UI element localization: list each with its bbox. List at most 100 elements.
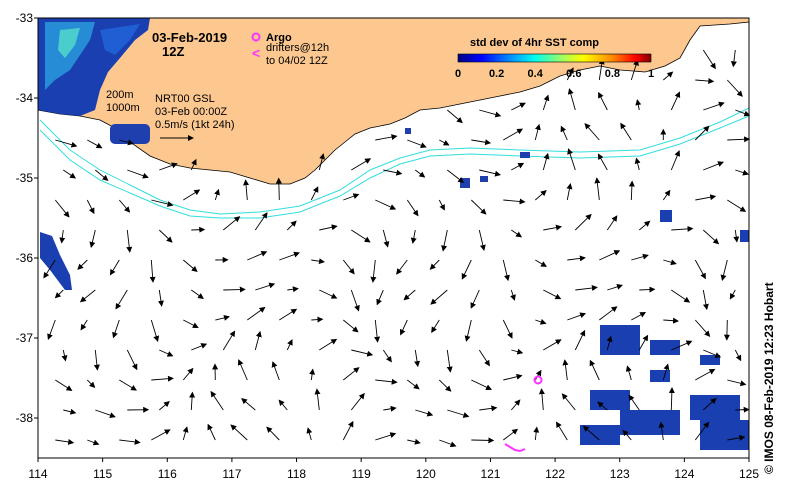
current-arrow — [471, 379, 493, 390]
current-arrow — [151, 375, 174, 382]
current-arrow — [470, 289, 480, 309]
current-arrow — [396, 259, 408, 275]
current-arrow — [625, 365, 632, 381]
current-arrow — [634, 157, 641, 171]
current-arrow — [478, 349, 490, 367]
current-arrow — [567, 312, 587, 321]
current-arrow — [87, 439, 100, 446]
current-arrow — [620, 122, 632, 141]
current-arrow — [535, 318, 547, 325]
current-arrow — [342, 420, 354, 441]
current-arrow — [183, 319, 199, 328]
y-tick-label: -34 — [16, 91, 34, 105]
current-arrow — [287, 286, 299, 293]
current-arrow — [319, 289, 338, 299]
current-arrow — [109, 259, 120, 276]
y-tick-label: -38 — [16, 411, 34, 425]
current-arrow — [311, 258, 325, 265]
y-tick-label: -37 — [16, 331, 34, 345]
current-arrow — [375, 199, 397, 210]
sst-patch-west — [40, 232, 72, 290]
current-arrow — [567, 148, 576, 171]
current-arrow — [561, 393, 576, 411]
current-arrow — [383, 405, 397, 412]
bathymetry-contours — [39, 107, 750, 219]
current-arrow — [599, 250, 621, 261]
current-arrow — [735, 169, 749, 176]
current-arrow — [191, 226, 206, 233]
current-arrow — [286, 339, 293, 351]
current-arrow — [191, 343, 208, 351]
current-arrow — [589, 359, 600, 381]
current-arrow — [598, 91, 608, 111]
current-arrow — [567, 255, 586, 262]
current-arrow — [314, 388, 321, 411]
current-arrow — [695, 194, 717, 201]
current-arrow — [159, 401, 170, 411]
current-arrow — [597, 401, 608, 411]
current-ref-line2: 03-Feb 00:00Z — [155, 106, 227, 118]
current-arrow — [86, 199, 95, 215]
current-arrow — [414, 349, 420, 368]
current-arrow — [63, 408, 77, 415]
current-arrow — [241, 398, 256, 411]
current-arrow — [639, 286, 656, 293]
current-arrow — [438, 379, 452, 392]
current-arrow — [542, 94, 550, 111]
current-arrow — [638, 334, 649, 351]
current-arrow — [183, 189, 201, 201]
current-arrow — [542, 152, 550, 171]
current-arrow — [243, 179, 250, 201]
current-arrow — [702, 397, 717, 411]
colorbar-tick-label: 0 — [455, 68, 461, 80]
x-tick-label: 124 — [674, 467, 694, 481]
current-arrow — [663, 317, 679, 324]
current-arrow — [562, 359, 569, 381]
current-arrow — [720, 259, 728, 281]
current-arrow — [538, 388, 545, 411]
current-arrow — [534, 369, 542, 381]
current-arrow — [255, 282, 276, 291]
current-arrow — [207, 423, 216, 441]
current-arrow — [350, 392, 365, 411]
argo-float-marker[interactable] — [533, 375, 543, 385]
current-arrow — [567, 88, 576, 111]
current-arrow — [55, 379, 73, 391]
current-arrow — [543, 289, 562, 300]
current-arrow — [606, 215, 618, 231]
current-arrow — [61, 349, 68, 362]
drifter-track[interactable] — [504, 443, 526, 453]
current-arrow — [55, 139, 78, 148]
current-arrow — [95, 409, 116, 418]
current-arrow — [607, 283, 623, 291]
current-arrow — [630, 59, 639, 81]
current-arrow — [574, 329, 586, 351]
current-arrow — [278, 399, 288, 411]
current-arrow — [247, 251, 268, 261]
current-arrow — [318, 153, 325, 171]
current-arrow — [222, 330, 236, 351]
current-arrow — [479, 405, 498, 412]
current-arrow — [149, 259, 156, 283]
y-tick-label: -33 — [16, 11, 34, 25]
current-arrow — [127, 169, 149, 179]
current-arrow — [223, 286, 246, 293]
current-arrow — [306, 427, 313, 441]
current-arrow — [375, 378, 398, 385]
current-arrow — [584, 123, 600, 141]
current-arrow — [183, 259, 198, 273]
map-date: 03-Feb-2019 — [152, 30, 227, 45]
current-arrow — [446, 349, 453, 373]
current-arrow — [631, 312, 647, 321]
current-arrow — [351, 349, 374, 357]
current-arrow — [343, 193, 360, 201]
current-arrow — [566, 183, 573, 201]
current-arrow — [695, 78, 715, 85]
colorbar-tick-label: 0.2 — [489, 68, 504, 80]
current-arrow — [399, 319, 408, 336]
current-arrow — [370, 259, 377, 283]
current-arrow — [254, 330, 262, 351]
current-arrow — [415, 169, 426, 178]
current-arrow — [503, 373, 523, 381]
current-arrow — [309, 368, 316, 381]
